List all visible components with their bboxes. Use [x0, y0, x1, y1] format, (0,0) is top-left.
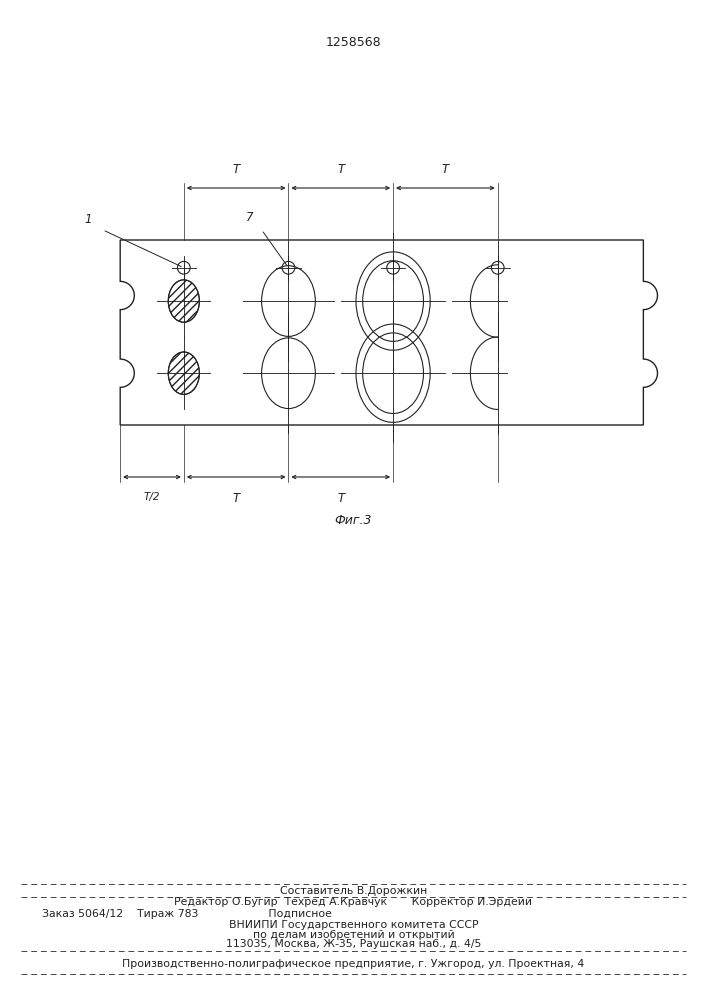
Text: T: T: [233, 492, 240, 505]
Text: T: T: [233, 163, 240, 176]
Text: T: T: [337, 163, 344, 176]
Ellipse shape: [168, 352, 199, 394]
Text: по делам изобретений и открытий: по делам изобретений и открытий: [252, 930, 455, 940]
Ellipse shape: [168, 280, 199, 322]
Text: T: T: [337, 492, 344, 505]
Text: 1: 1: [85, 213, 92, 226]
Text: Фиг.3: Фиг.3: [334, 514, 373, 526]
Text: ВНИИПИ Государственного комитета СССР: ВНИИПИ Государственного комитета СССР: [228, 920, 479, 930]
Text: Составитель В.Дорожкин: Составитель В.Дорожкин: [280, 886, 427, 896]
Text: T/2: T/2: [144, 492, 160, 502]
Text: Заказ 5064/12    Тираж 783                    Подписное: Заказ 5064/12 Тираж 783 Подписное: [42, 909, 332, 919]
Text: 1258568: 1258568: [326, 35, 381, 48]
Text: 113035, Москва, Ж-35, Раушская наб., д. 4/5: 113035, Москва, Ж-35, Раушская наб., д. …: [226, 939, 481, 949]
Text: 7: 7: [246, 211, 253, 224]
Text: Редактор О.Бугир  Техред А.Кравчук       Корректор И.Эрдейи: Редактор О.Бугир Техред А.Кравчук Коррек…: [175, 897, 532, 907]
Text: T: T: [442, 163, 449, 176]
Text: Производственно-полиграфическое предприятие, г. Ужгород, ул. Проектная, 4: Производственно-полиграфическое предприя…: [122, 959, 585, 969]
